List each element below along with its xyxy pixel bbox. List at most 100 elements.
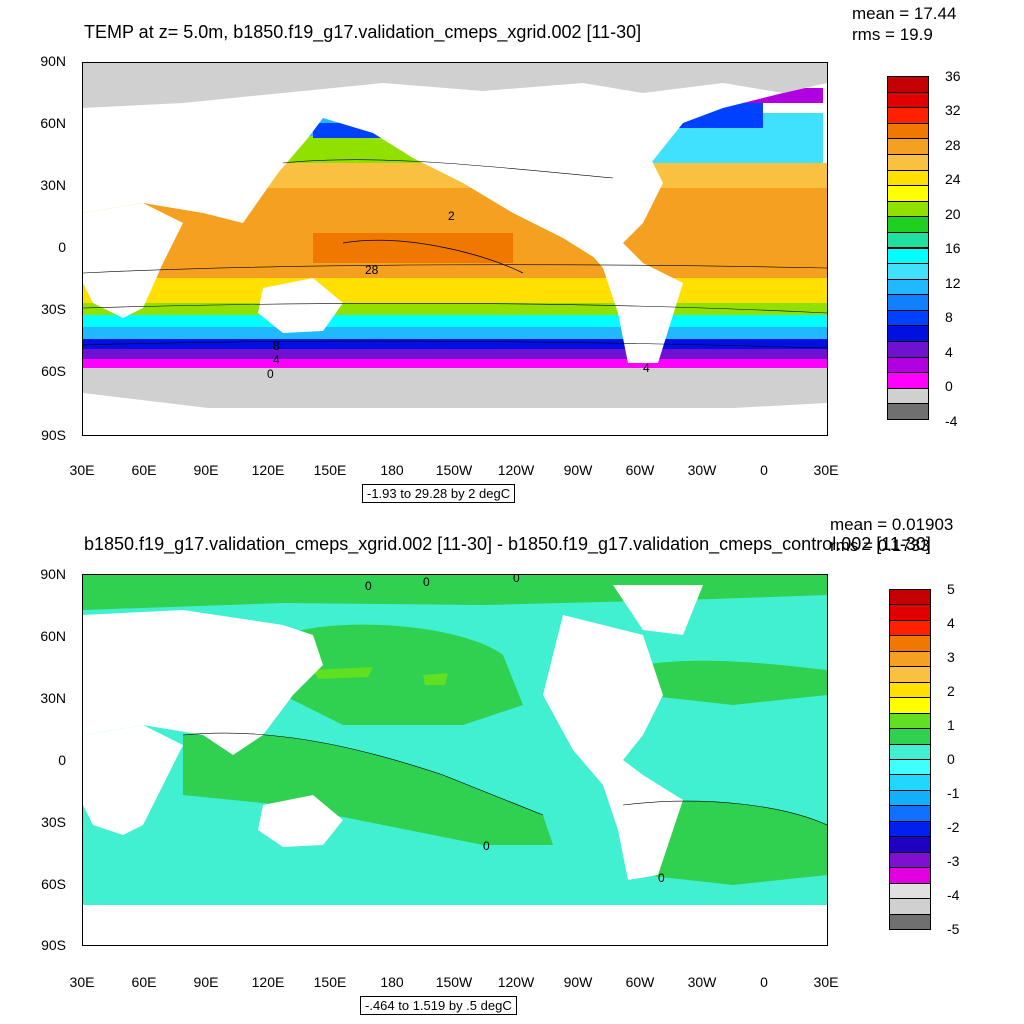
top-contour-label-5: 0 xyxy=(267,367,274,381)
colorbar-swatch xyxy=(887,341,929,358)
land-eurasia xyxy=(83,610,323,755)
top-ylabel: 90N xyxy=(40,53,66,69)
colorbar-swatch xyxy=(887,216,929,233)
colorbar-swatch xyxy=(887,356,929,374)
top-ylabel: 60N xyxy=(40,115,66,131)
land-eurasia xyxy=(83,63,827,263)
bottom-map-svg xyxy=(83,575,827,945)
colorbar-swatch xyxy=(887,278,929,296)
top-cbar-label: 36 xyxy=(945,68,961,84)
bottom-contour-label-4: 0 xyxy=(483,839,490,853)
colorbar-swatch xyxy=(887,76,929,93)
colorbar-swatch xyxy=(889,681,931,699)
contour-zero-1 xyxy=(182,732,544,816)
colorbar-swatch xyxy=(889,743,931,760)
bottom-ylabel: 60N xyxy=(40,628,66,644)
land-americas xyxy=(553,123,683,363)
bottom-xlabel: 90W xyxy=(563,974,593,990)
top-range-box: -1.93 to 29.28 by 2 degC xyxy=(362,484,516,503)
top-xlabel: 0 xyxy=(760,462,768,478)
band-s1 xyxy=(83,303,827,315)
contour-26 xyxy=(83,264,827,274)
contour-20 xyxy=(83,302,827,314)
bottom-xlabel: 90E xyxy=(193,974,219,990)
top-contour-label-2: 28 xyxy=(365,263,379,277)
top-cbar-label: 4 xyxy=(945,344,953,360)
top-cbar-label: 0 xyxy=(945,378,953,394)
colorbar-swatch xyxy=(889,604,931,621)
band-subtrop-s xyxy=(83,278,827,303)
top-xlabel: 150W xyxy=(435,462,473,478)
colorbar-swatch xyxy=(889,913,931,930)
bottom-xlabel: 120W xyxy=(497,974,535,990)
top-cbar-label: -4 xyxy=(945,413,958,429)
antarctica xyxy=(83,408,827,435)
top-contour-label-1: 2 xyxy=(448,209,455,223)
top-cbar-label: 32 xyxy=(945,102,961,118)
diff-pos-natl xyxy=(643,660,827,705)
bottom-contour-label-1: 0 xyxy=(365,579,372,593)
colorbar-swatch xyxy=(889,836,931,853)
colorbar-swatch xyxy=(887,200,929,218)
bottom-ylabel: 30S xyxy=(41,814,66,830)
land-americas xyxy=(543,615,683,880)
top-contour-label-6: 4 xyxy=(643,361,650,375)
diff-warm-spot-2 xyxy=(423,673,448,685)
bottom-mean: mean = 0.01903 xyxy=(830,515,954,534)
bottom-cbar-label: 0 xyxy=(947,751,955,767)
colorbar-swatch xyxy=(887,309,929,327)
contour-zero-2 xyxy=(622,800,827,826)
colorbar-swatch xyxy=(887,403,929,420)
top-ylabel: 30S xyxy=(41,301,66,317)
colorbar-swatch xyxy=(889,759,931,776)
bottom-xlabel: 30W xyxy=(687,974,717,990)
bottom-rms: rms = 0.1733 xyxy=(830,536,930,555)
land-africa xyxy=(83,203,183,318)
top-ylabel: 90S xyxy=(41,427,66,443)
colorbar-swatch xyxy=(887,372,929,389)
top-cbar-label: 28 xyxy=(945,137,961,153)
bottom-cbar-label: 1 xyxy=(947,717,955,733)
bottom-ylabel: 90S xyxy=(41,937,66,953)
top-cbar-label: 24 xyxy=(945,171,961,187)
bottom-xlabel: 30E xyxy=(813,974,839,990)
colorbar-swatch xyxy=(889,666,931,683)
colorbar-swatch xyxy=(889,635,931,652)
bottom-cbar-label: -4 xyxy=(947,887,960,903)
colorbar-swatch xyxy=(889,650,931,668)
top-xlabel: 150E xyxy=(313,462,347,478)
band-s5 xyxy=(83,349,827,359)
top-ylabel: 30N xyxy=(40,177,66,193)
top-xlabel: 120W xyxy=(497,462,535,478)
bottom-cbar-label: 5 xyxy=(947,581,955,597)
colorbar-swatch xyxy=(889,805,931,822)
band-s4 xyxy=(83,339,827,349)
top-ylabel: 0 xyxy=(58,239,66,255)
bottom-xlabel: 150W xyxy=(435,974,473,990)
colorbar-swatch xyxy=(887,325,929,343)
colorbar-swatch xyxy=(889,728,931,745)
contour-2n xyxy=(282,159,614,179)
top-cbar-label: 16 xyxy=(945,240,961,256)
colorbar-swatch xyxy=(887,169,929,187)
colorbar-swatch xyxy=(887,153,929,171)
bottom-xlabel: 180 xyxy=(380,974,404,990)
bottom-cbar-label: -3 xyxy=(947,853,960,869)
contour-28 xyxy=(342,240,524,274)
colorbar-swatch xyxy=(887,263,929,280)
top-contour-label-3: 8 xyxy=(273,339,280,353)
bottom-xlabel: 60W xyxy=(625,974,655,990)
band-s2 xyxy=(83,315,827,327)
top-map: 2 28 8 4 0 4 xyxy=(82,62,828,436)
bottom-cbar-label: 3 xyxy=(947,649,955,665)
colorbar-swatch xyxy=(889,820,931,838)
bottom-ylabel: 60S xyxy=(41,876,66,892)
colorbar-swatch xyxy=(889,867,931,884)
bottom-ylabel: 30N xyxy=(40,690,66,706)
top-cbar-label: 8 xyxy=(945,309,953,325)
top-map-svg xyxy=(83,63,827,435)
top-cbar-label: 12 xyxy=(945,275,961,291)
top-title: TEMP at z= 5.0m, b1850.f19_g17.validatio… xyxy=(84,22,642,42)
colorbar-swatch xyxy=(887,107,929,124)
colorbar-swatch xyxy=(887,294,929,311)
